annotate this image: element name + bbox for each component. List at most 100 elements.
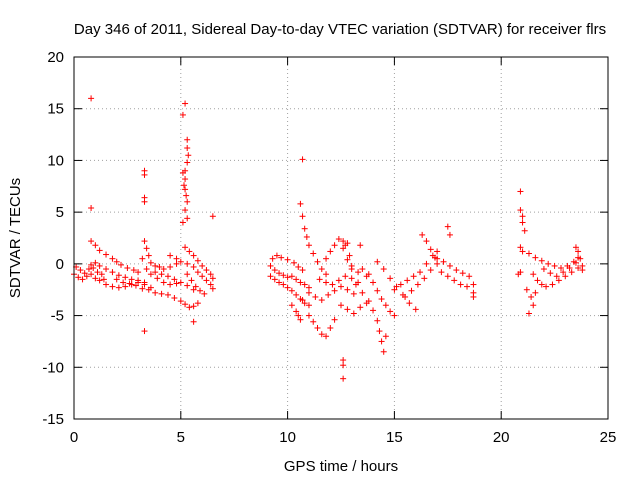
data-point [538,257,545,264]
data-point [532,254,539,261]
data-point [122,283,129,290]
data-point [173,255,180,262]
data-point [408,287,415,294]
data-point [130,267,137,274]
data-point [77,267,84,274]
data-point [177,279,184,286]
data-point [271,267,278,274]
data-point [340,245,347,252]
data-point [278,254,285,261]
data-point [122,274,129,281]
data-point [179,219,186,226]
x-tick-label: 0 [70,429,78,446]
data-point [299,297,306,304]
data-point [380,348,387,355]
x-tick-label: 20 [493,429,510,446]
data-point [519,248,526,255]
data-point [423,238,430,245]
data-point [293,308,300,315]
data-point [152,269,159,276]
data-point [301,225,308,232]
data-point [141,281,148,288]
data-point [88,238,95,245]
data-point [179,169,186,176]
data-point [184,271,191,278]
data-point [427,246,434,253]
data-point [553,273,560,280]
data-point [340,357,347,364]
data-point [75,274,82,281]
data-point [344,240,351,247]
data-point [350,290,357,297]
data-point [577,255,584,262]
data-point [115,272,122,279]
data-point [393,283,400,290]
data-point [421,275,428,282]
data-point [318,297,325,304]
data-point [523,286,530,293]
data-point [190,252,197,259]
data-point [551,262,558,269]
data-point [515,271,522,278]
data-point [310,318,317,325]
data-point [103,281,110,288]
data-point [517,244,524,251]
data-point [446,262,453,269]
data-point [568,269,575,276]
data-point [572,244,579,251]
y-tick-label: 0 [56,256,64,273]
data-point [340,238,347,245]
data-point [188,277,195,284]
data-point [312,293,319,300]
data-point [521,227,528,234]
data-point [331,316,338,323]
data-point [209,213,216,220]
data-point [269,255,276,262]
data-point [562,273,569,280]
data-point [314,324,321,331]
data-point [126,280,133,287]
data-point [444,223,451,230]
data-point [192,283,199,290]
data-point [387,308,394,315]
data-point [331,242,338,249]
data-point [525,310,532,317]
data-point [303,233,310,240]
data-point [88,271,95,278]
data-point [171,276,178,283]
data-point [184,136,191,143]
data-point [109,255,116,262]
data-point [335,277,342,284]
data-point [365,298,372,305]
data-point [171,294,178,301]
data-point [412,306,419,313]
data-point [88,95,95,102]
data-point [370,279,377,286]
y-tick-label: 20 [47,49,64,66]
data-point [344,256,351,263]
data-point [207,281,214,288]
data-point [182,301,189,308]
data-point [299,156,306,163]
data-point [83,273,90,280]
data-point [284,274,291,281]
data-point [183,192,190,199]
data-point [374,258,381,265]
data-point [419,231,426,238]
data-point [331,287,338,294]
data-point [132,282,139,289]
data-point [305,242,312,249]
data-point [297,316,304,323]
data-point [141,328,148,335]
data-point [147,271,154,278]
data-point [190,318,197,325]
data-point [470,293,477,300]
x-tick-label: 25 [600,429,617,446]
data-point [197,287,204,294]
data-point [423,260,430,267]
data-point [291,259,298,266]
data-point [280,281,287,288]
data-point [295,312,302,319]
